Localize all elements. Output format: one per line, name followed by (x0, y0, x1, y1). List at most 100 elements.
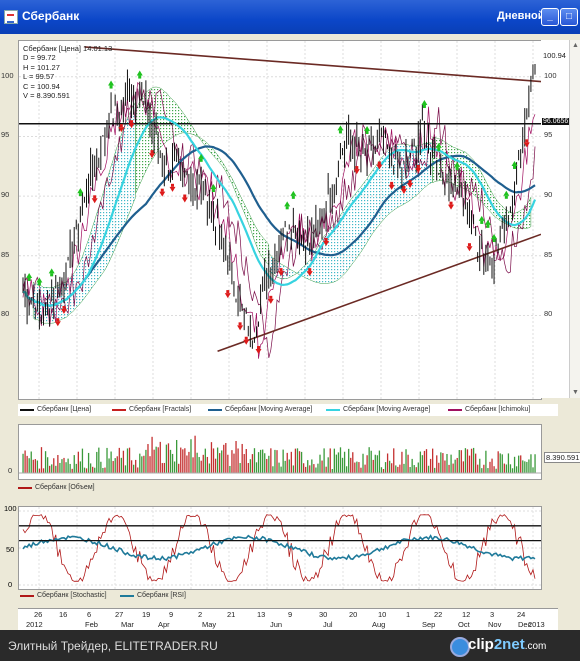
price-chart[interactable] (19, 41, 541, 399)
volume-bar (245, 449, 247, 473)
volume-bar (368, 447, 370, 473)
fractal-down-stem (467, 243, 471, 247)
volume-bar (458, 450, 460, 473)
volume-bar (139, 453, 141, 473)
vertical-scrollbar[interactable]: ▲ ▼ (569, 40, 580, 398)
legend-item[interactable]: Сбербанк [Ichimoku] (448, 406, 530, 413)
volume-bar (149, 456, 151, 473)
volume-bar (249, 459, 252, 473)
volume-bar (300, 451, 303, 473)
date-axis-month: Oct (458, 620, 470, 629)
volume-bar (194, 435, 196, 473)
scroll-up-arrow-icon[interactable]: ▲ (572, 42, 579, 49)
volume-bar (460, 450, 462, 473)
osc-legend-item[interactable]: Сбербанк [RSI] (120, 592, 186, 599)
volume-bar (112, 461, 114, 473)
volume-bar (333, 448, 335, 473)
volume-bar (239, 463, 241, 473)
volume-bar (251, 454, 254, 473)
volume-bar (518, 455, 520, 473)
volume-bar (452, 463, 454, 473)
maximize-button[interactable]: □ (560, 8, 578, 26)
last-price-label: 100.94 (543, 50, 566, 60)
volume-bar (511, 468, 514, 473)
price-panel[interactable]: Сбербанк [Цена] 14.01.13 D = 99.72 H = 1… (18, 40, 542, 400)
volume-bar (397, 466, 399, 473)
fractal-up-marker (511, 160, 518, 166)
volume-bar (421, 455, 424, 473)
clip2net-logo[interactable]: clip2net.com (468, 636, 546, 653)
volume-bar (132, 464, 135, 473)
volume-bar (266, 458, 268, 473)
fractal-up-marker (337, 125, 344, 131)
fractal-up-stem (513, 165, 517, 169)
volume-bar (163, 462, 166, 473)
volume-bar (28, 458, 30, 473)
fractal-up-stem (199, 158, 203, 162)
date-axis-month: 2013 (528, 620, 545, 629)
osc-legend-item[interactable]: Сбербанк [Stochastic] (20, 592, 107, 599)
fractal-down-marker (118, 127, 125, 133)
fractal-up-stem (285, 206, 289, 210)
volume-bar (221, 450, 223, 473)
volume-bar (370, 450, 372, 473)
volume-bar (272, 466, 274, 473)
volume-bar (198, 457, 200, 473)
volume-bar (466, 449, 469, 473)
minimize-button[interactable]: _ (541, 8, 559, 26)
fractal-down-marker (278, 271, 285, 277)
legend-item[interactable]: Сбербанк [Fractals] (112, 406, 191, 413)
legend-item[interactable]: Сбербанк [Цена] (20, 406, 91, 413)
fractal-up-stem (27, 278, 31, 282)
volume-bar (241, 443, 243, 473)
volume-bar (137, 467, 139, 473)
price-axis-left-tick: 95 (1, 130, 10, 140)
legend-item[interactable]: Сбербанк [Moving Average] (326, 406, 430, 413)
volume-bar (294, 448, 297, 473)
volume-bar (61, 459, 63, 473)
volume-bar (405, 449, 407, 473)
fractal-up-marker (290, 190, 297, 196)
scroll-down-arrow-icon[interactable]: ▼ (572, 389, 579, 396)
volume-panel[interactable] (18, 424, 542, 480)
oscillator-chart[interactable] (19, 507, 541, 589)
readout-high: H = 101.27 (23, 62, 60, 72)
ichimoku-line (22, 81, 536, 359)
fractal-down-marker (415, 167, 422, 173)
volume-bar (321, 460, 323, 473)
volume-bar (108, 458, 110, 473)
volume-bar (325, 466, 327, 473)
volume-bar (219, 453, 221, 473)
volume-bar (231, 450, 233, 473)
date-axis-month: Sep (422, 620, 436, 629)
volume-bar (450, 454, 452, 473)
volume-bar (55, 465, 57, 473)
fractal-up-marker (284, 201, 291, 207)
volume-bar (380, 467, 383, 473)
fractal-down-stem (408, 180, 412, 184)
volume-bar (296, 448, 299, 473)
volume-bar (210, 442, 213, 473)
fractal-down-stem (226, 290, 230, 294)
volume-chart[interactable] (19, 425, 541, 479)
fractal-down-stem (183, 194, 187, 198)
fractal-up-stem (437, 147, 441, 151)
fractal-up-marker (454, 161, 461, 167)
date-axis-day: 3 (490, 610, 495, 619)
clip2net-logo-icon (450, 637, 470, 657)
oscillator-panel[interactable] (18, 506, 542, 590)
resistance-trend-line (84, 46, 541, 83)
legend-item[interactable]: Сбербанк [Moving Average] (208, 406, 312, 413)
fractal-up-marker (210, 184, 217, 190)
date-axis-month: Mar (121, 620, 134, 629)
volume-bar (305, 466, 307, 473)
logo-part-2net: 2net (493, 636, 525, 653)
volume-bar (276, 450, 278, 473)
period-label[interactable]: Дневной (497, 10, 545, 22)
date-axis-day: 24 (517, 610, 526, 619)
volume-bar (323, 448, 325, 473)
volume-bar (85, 468, 88, 473)
date-axis-day: 10 (378, 610, 387, 619)
volume-bar (155, 446, 157, 473)
volume-bar (366, 455, 368, 473)
